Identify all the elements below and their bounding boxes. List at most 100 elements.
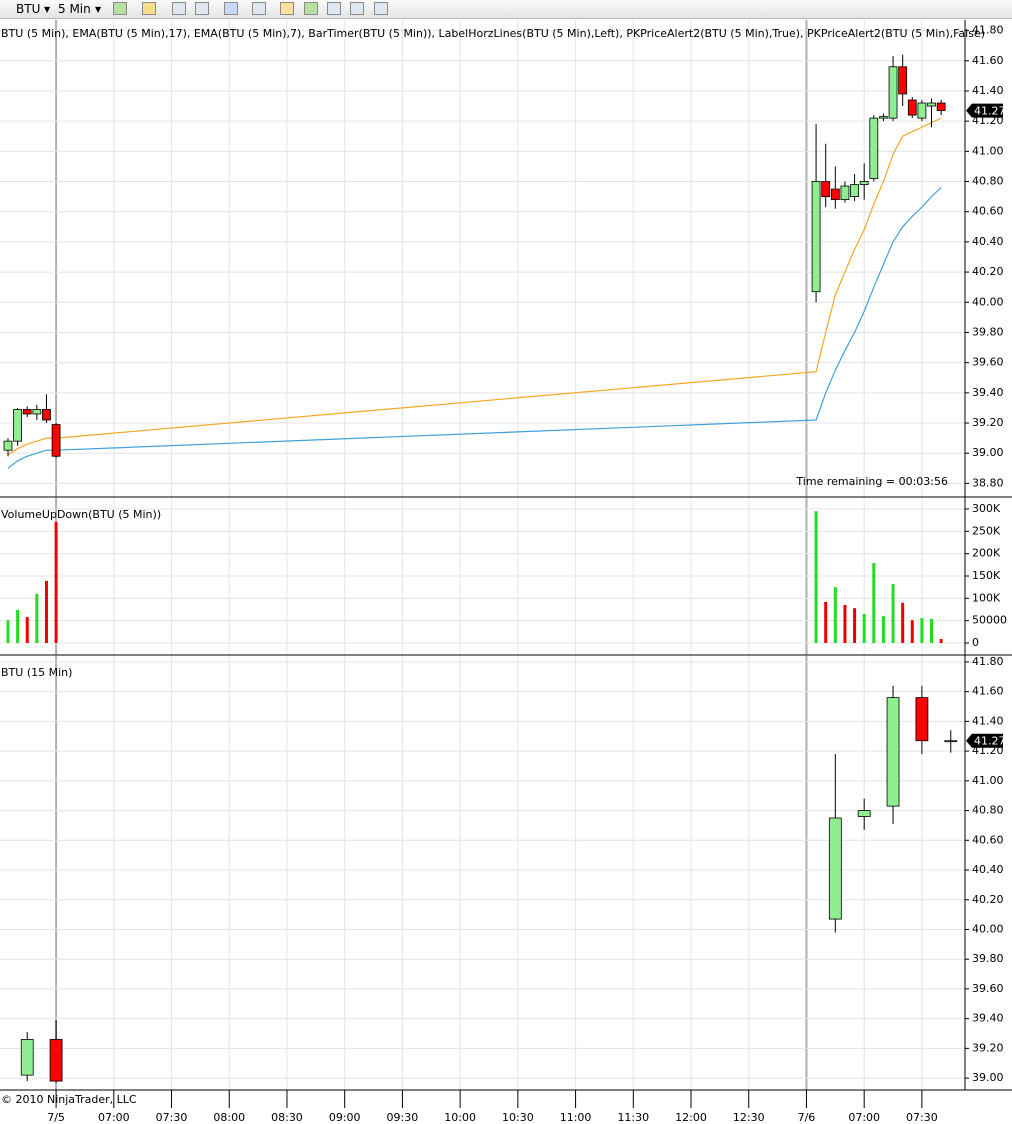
candle-body [13,409,23,442]
y-tick-label: 200K [972,547,1001,560]
y-tick-label: 39.40 [972,386,1004,399]
time-remaining: Time remaining = 00:03:56 [795,475,948,488]
y-tick-label: 41.00 [972,144,1004,157]
y-tick-label: 39.00 [972,1071,1004,1084]
volume-bar [833,587,837,643]
y-tick-label: 41.60 [972,685,1004,698]
y-tick-label: 40.40 [972,235,1004,248]
panel-title: VolumeUpDown(BTU (5 Min)) [1,508,161,521]
y-tick-label: 39.20 [972,416,1004,429]
y-tick-label: 41.00 [972,774,1004,787]
last-price-label: 41.27 [974,105,1006,118]
y-tick-label: 300K [972,502,1001,515]
candle-body [3,440,13,451]
volume-bar [881,616,885,643]
last-price-box [966,103,1003,118]
candle-body [22,409,32,415]
y-tick-label: 39.00 [972,446,1004,459]
properties-button[interactable] [374,2,388,15]
y-tick-label: 40.20 [972,893,1004,906]
y-tick-label: 250K [972,524,1001,537]
bar-type-button[interactable] [113,2,127,15]
y-tick-label: 41.80 [972,24,1004,37]
candle-body [32,409,42,415]
x-tick-label: 07:30 [156,1111,188,1124]
candle-body [917,102,927,119]
x-tick-label: 09:30 [387,1111,419,1124]
ema-line [7,187,942,469]
candle-body [840,185,850,201]
candle-body [51,424,61,457]
x-tick-label: 08:00 [213,1111,245,1124]
y-tick-label: 39.60 [972,982,1004,995]
draw-tool-button[interactable] [142,2,156,15]
panel-title: BTU (5 Min), EMA(BTU (5 Min),17), EMA(BT… [1,27,985,40]
dropdown-arrow[interactable]: ▼ [95,5,102,14]
volume-bar [939,638,943,643]
volume-bar [910,620,914,643]
volume-bar [872,563,876,643]
candle-body [857,810,871,817]
candle-body [49,1039,63,1082]
zoom-out-button[interactable] [195,2,209,15]
volume-bar [44,580,48,643]
y-tick-label: 41.40 [972,84,1004,97]
orders-button[interactable] [350,2,364,15]
y-tick-label: 40.40 [972,863,1004,876]
data-box-button[interactable] [252,2,266,15]
candle-body [886,697,900,807]
y-tick-label: 40.60 [972,205,1004,218]
y-tick-label: 40.80 [972,175,1004,188]
x-tick-label: 12:30 [733,1111,765,1124]
zoom-in-button[interactable] [172,2,186,15]
candle-body [879,116,888,119]
strategies-button[interactable] [327,2,341,15]
symbol-selector[interactable]: BTU [16,2,41,16]
crosshair-button[interactable] [224,2,238,15]
chart-style-button[interactable] [280,2,294,15]
x-tick-label: 11:30 [617,1111,649,1124]
indicators-button[interactable] [304,2,318,15]
candle-body [944,740,958,743]
candle-body [20,1039,34,1076]
x-tick-label: 12:00 [675,1111,707,1124]
x-tick-label: 11:00 [560,1111,592,1124]
y-tick-label: 40.60 [972,833,1004,846]
candle-body [869,117,879,179]
interval-selector[interactable]: 5 Min [58,2,91,16]
mark-layer [3,54,958,1083]
x-tick-label: 07:30 [906,1111,938,1124]
volume-bar [824,601,828,643]
x-tick-label: 7/6 [798,1111,816,1124]
y-tick-label: 39.20 [972,1041,1004,1054]
volume-bar [6,620,10,643]
y-tick-label: 39.80 [972,325,1004,338]
y-tick-label: 38.80 [972,476,1004,489]
volume-bar [814,511,818,643]
grid-layer [0,20,965,1090]
candle-body [828,817,842,920]
volume-bar [35,593,39,643]
x-tick-label: 07:00 [848,1111,880,1124]
y-tick-label: 40.00 [972,295,1004,308]
y-tick-label: 100K [972,591,1001,604]
x-tick-label: 7/5 [47,1111,65,1124]
y-tick-label: 40.00 [972,922,1004,935]
y-tick-label: 39.80 [972,952,1004,965]
y-tick-label: 40.20 [972,265,1004,278]
candle-body [888,66,898,119]
volume-bar [862,613,866,643]
candle-body [898,66,908,95]
x-tick-label: 08:30 [271,1111,303,1124]
y-tick-label: 50000 [972,614,1007,627]
volume-bar [54,521,58,643]
last-price-label: 41.27 [974,735,1006,748]
y-tick-label: 150K [972,569,1001,582]
ema-line [7,117,942,456]
x-tick-label: 07:00 [98,1111,130,1124]
y-tick-label: 41.80 [972,655,1004,668]
x-tick-label: 09:00 [329,1111,361,1124]
dropdown-arrow[interactable]: ▼ [44,5,51,14]
volume-bar [16,609,20,643]
